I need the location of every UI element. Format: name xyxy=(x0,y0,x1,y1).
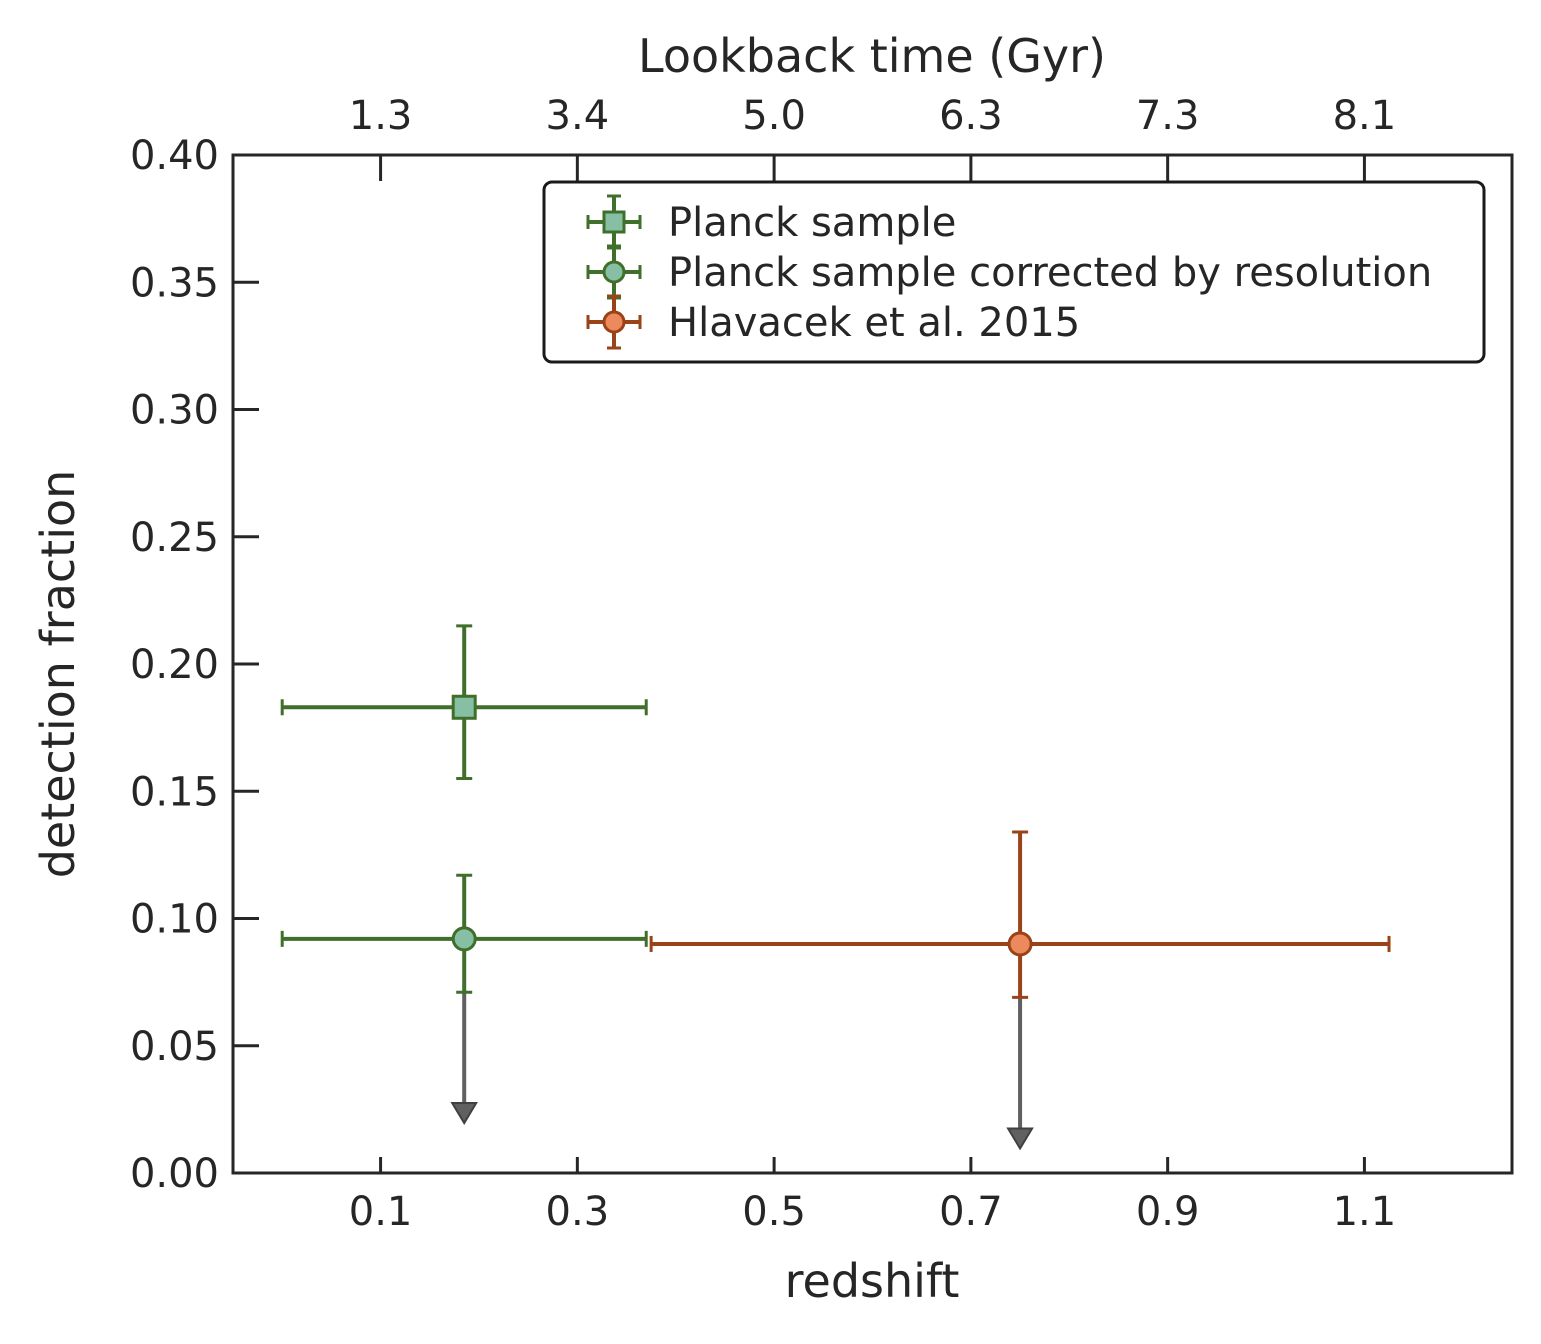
top-x-tick-label: 5.0 xyxy=(742,93,806,139)
data-point xyxy=(451,926,477,952)
legend-entry-label: Hlavacek et al. 2015 xyxy=(668,300,1080,346)
y-axis-label: detection fraction xyxy=(31,470,85,879)
y-tick-label: 0.05 xyxy=(130,1024,219,1070)
axes: 0.1 0.3 0.5 0.7 0.9 1.1 1.3 3.4 5.0 6.3 7.3 8.1 0.00… xyxy=(130,93,1514,1235)
top-x-axis-label: Lookback time (Gyr) xyxy=(638,29,1106,83)
upper-limit-arrow-head xyxy=(450,1102,478,1125)
top-x-tick-label: 7.3 xyxy=(1136,93,1200,139)
x-tick-label: 0.3 xyxy=(546,1189,610,1235)
legend-marker xyxy=(602,210,626,234)
legend-entry-label: Planck sample corrected by resolution xyxy=(668,250,1432,296)
y-tick-label: 0.25 xyxy=(130,515,219,561)
top-x-tick-label: 8.1 xyxy=(1333,93,1397,139)
top-x-tick-label: 3.4 xyxy=(546,93,610,139)
upper-limit-arrow-head xyxy=(1006,1127,1034,1151)
y-tick-label: 0.15 xyxy=(130,769,219,815)
x-tick-label: 0.9 xyxy=(1136,1189,1200,1235)
legend-entry-label: Planck sample xyxy=(668,200,956,246)
x-tick-label: 1.1 xyxy=(1333,1189,1397,1235)
y-tick-label: 0.30 xyxy=(130,388,219,434)
x-tick-label: 0.5 xyxy=(742,1189,806,1235)
y-tick-label: 0.10 xyxy=(130,897,219,943)
data-point xyxy=(451,694,477,720)
top-x-tick-label: 6.3 xyxy=(939,93,1003,139)
legend-box xyxy=(542,180,1486,364)
legend-marker xyxy=(602,310,626,334)
top-x-tick-label: 1.3 xyxy=(349,93,413,139)
y-tick-label: 0.00 xyxy=(130,1151,219,1197)
x-tick-label: 0.7 xyxy=(939,1189,1003,1235)
x-axis-label: redshift xyxy=(785,1254,960,1308)
y-tick-label: 0.40 xyxy=(130,133,219,179)
data-point xyxy=(1007,931,1033,957)
y-tick-label: 0.20 xyxy=(130,642,219,688)
data-marks xyxy=(280,624,1391,1151)
x-tick-label: 0.1 xyxy=(349,1189,413,1235)
legend-marker xyxy=(602,260,626,284)
y-tick-label: 0.35 xyxy=(130,260,219,306)
